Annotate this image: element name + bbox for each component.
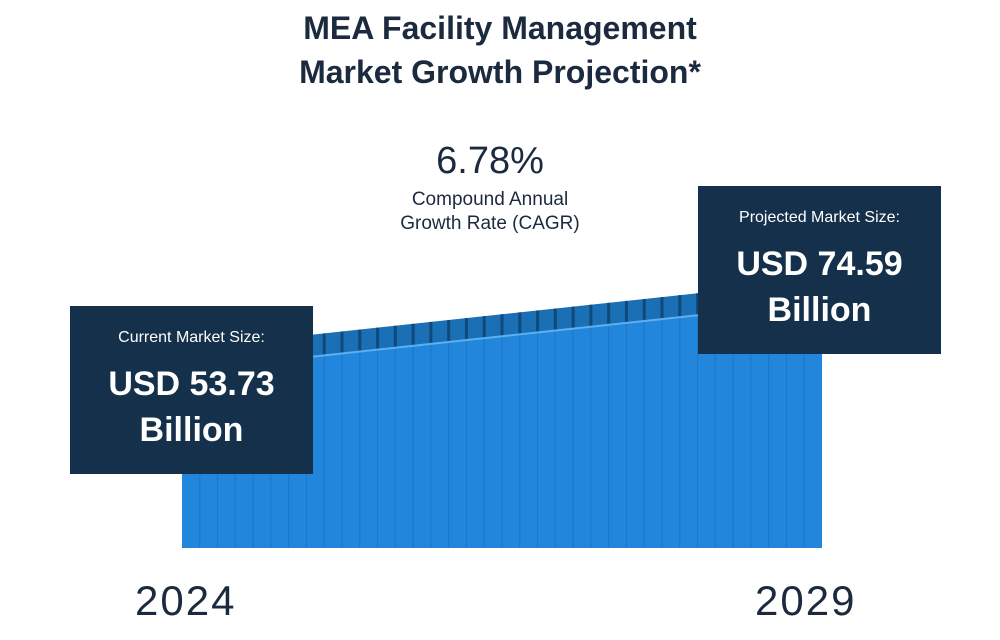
- x-label-end-year: 2029: [755, 577, 857, 624]
- projected-market-box: Projected Market Size: USD 74.59 Billion: [698, 186, 941, 354]
- current-market-box: Current Market Size: USD 53.73 Billion: [70, 306, 313, 474]
- projected-market-unit: Billion: [767, 291, 872, 329]
- x-label-start-year: 2024: [135, 577, 237, 624]
- current-market-unit: Billion: [139, 411, 244, 449]
- current-market-value: USD 53.73: [108, 365, 275, 403]
- projected-market-label: Projected Market Size:: [739, 209, 900, 226]
- current-market-label: Current Market Size:: [118, 329, 265, 346]
- chart-title-line-1: MEA Facility Management: [303, 10, 697, 46]
- cagr-label-line-1: Compound Annual: [411, 189, 569, 210]
- projected-market-value: USD 74.59: [736, 245, 903, 283]
- chart-title-line-2: Market Growth Projection*: [299, 54, 701, 90]
- cagr-value: 6.78%: [436, 140, 544, 182]
- cagr-label-line-2: Growth Rate (CAGR): [400, 213, 580, 234]
